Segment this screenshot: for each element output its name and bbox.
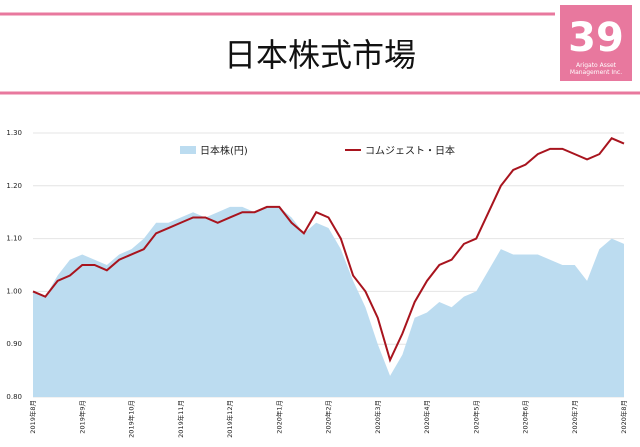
plot: 0.80 0.90 1.00 1.10 1.20 1.30 2019年8月 2019年9月 20… [6,129,628,438]
y-tick-label: 1.10 [6,235,22,243]
y-tick-label: 0.80 [6,393,22,401]
x-tick-label: 2019年9月 [77,400,86,434]
logo-box [560,5,632,81]
logo-text: Arigato Asset Management Inc. [569,62,623,76]
legend-label: コムジェスト・日本 [365,144,455,157]
x-tick-label: 2020年3月 [373,400,382,434]
x-tick-label: 2019年10月 [127,400,136,438]
x-tick-label: 2020年1月 [274,400,283,434]
x-tick-label: 2020年8月 [619,400,628,434]
x-tick-label: 2020年4月 [422,400,431,434]
x-tick-label: 2020年6月 [521,400,530,434]
line [32,137,625,363]
y-tick-label: 0.90 [6,340,22,348]
slide-title: 日本株式市場 [224,36,416,74]
x-tick-label: 2020年7月 [570,400,579,434]
x-tick-label: 2019年12月 [225,400,234,438]
x-tick-label: 2020年2月 [324,400,333,434]
legend-label: 日本株(円) [200,144,248,157]
y-tick-label: 1.20 [6,182,22,190]
logo-number: 39 [568,15,624,61]
x-tick-label: 2019年8月 [28,400,37,434]
legend-swatch [180,146,196,154]
y-tick-label: 1.30 [6,129,22,137]
area [33,206,624,397]
x-tick-label: 2019年11月 [176,400,185,438]
y-tick-label: 1.00 [6,287,22,295]
x-tick-label: 2020年5月 [471,400,480,434]
logo-text-box: Arigato Asset Management Inc. [569,62,623,76]
